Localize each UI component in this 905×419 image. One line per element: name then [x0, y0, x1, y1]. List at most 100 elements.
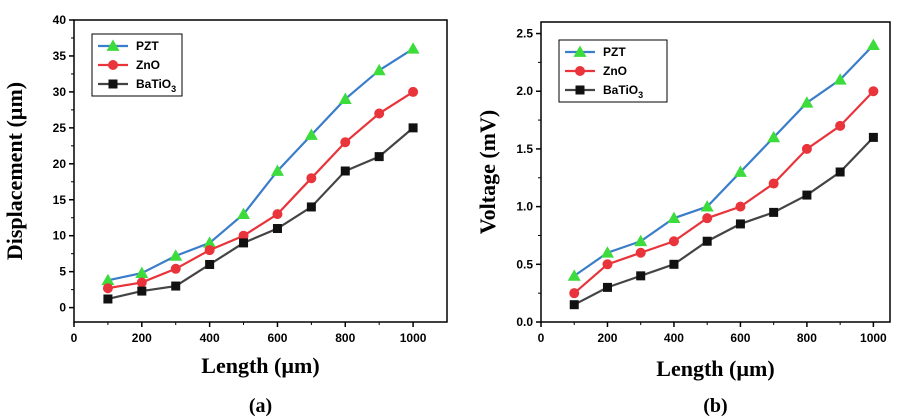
data-point: [237, 207, 251, 220]
data-point: [835, 120, 846, 131]
data-point: [735, 219, 745, 229]
x-axis-title: Length (µm): [656, 356, 774, 381]
data-point: [602, 282, 612, 292]
series-line: [107, 127, 414, 301]
data-point: [374, 108, 385, 119]
data-point: [204, 245, 215, 256]
legend-marker: [573, 45, 587, 57]
series-pzt: [101, 42, 420, 286]
data-point: [767, 130, 781, 143]
y-tick-label: 1.0: [516, 200, 533, 214]
y-tick-label: 5: [59, 265, 66, 279]
data-point: [769, 207, 779, 217]
series-batio: [103, 123, 418, 304]
data-point: [239, 238, 249, 248]
series-zno: [569, 86, 879, 299]
x-tick-label: 800: [797, 331, 817, 345]
y-tick-label: 10: [53, 229, 67, 243]
data-point: [338, 92, 352, 104]
data-point: [569, 300, 579, 310]
x-tick-label: 1000: [860, 331, 887, 345]
data-point: [406, 42, 420, 54]
legend-label: PZT: [603, 45, 626, 59]
legend: PZT ZnO BaTiO3: [558, 39, 668, 103]
data-point: [374, 152, 384, 162]
plot-frame: [73, 19, 448, 323]
y-tick-label: 0.5: [516, 257, 533, 271]
y-tick-label: 25: [53, 121, 67, 135]
data-point: [802, 190, 812, 200]
x-tick-label: 1000: [400, 331, 427, 345]
panel-label: (a): [249, 395, 272, 417]
data-point: [835, 167, 845, 177]
series-line: [107, 47, 414, 282]
data-point: [733, 165, 747, 177]
x-tick-label: 800: [335, 331, 355, 345]
data-point: [340, 166, 350, 176]
legend-label: BaTiO3: [603, 83, 643, 100]
data-point: [270, 164, 284, 176]
legend-label: BaTiO3: [136, 77, 176, 94]
data-point: [636, 271, 646, 281]
data-point: [408, 123, 418, 133]
x-tick-label: 400: [200, 331, 220, 345]
x-tick-label: 200: [132, 331, 152, 345]
legend-label: PZT: [136, 39, 159, 53]
data-point: [700, 200, 714, 212]
data-point: [868, 132, 878, 142]
data-point: [203, 236, 217, 248]
x-tick-label: 600: [730, 331, 750, 345]
y-tick-label: 30: [53, 85, 67, 99]
data-point: [600, 246, 614, 258]
data-point: [667, 211, 681, 224]
data-point: [569, 288, 580, 299]
legend-marker: [106, 39, 120, 51]
y-tick-label: 0: [59, 301, 66, 315]
data-point: [801, 143, 812, 154]
series-pzt: [567, 38, 880, 281]
data-point: [634, 234, 648, 247]
legend-marker: [108, 60, 118, 70]
y-tick-label: 40: [53, 13, 67, 27]
data-point: [668, 236, 679, 247]
data-point: [101, 273, 115, 286]
legend-box: [91, 33, 183, 97]
legend-label: ZnO: [136, 58, 160, 72]
data-point: [306, 173, 317, 184]
data-point: [800, 96, 814, 108]
x-tick-label: 600: [267, 331, 287, 345]
y-tick-label: 2.5: [516, 27, 533, 41]
chart-panel-a: 0 200 400 600 800 1000 0 5 10 15 20 25 30 35 40 Length …: [2, 13, 448, 417]
data-point: [272, 224, 282, 234]
x-tick-label: 0: [71, 331, 78, 345]
data-point: [170, 263, 181, 274]
data-point: [735, 201, 746, 212]
series-zno: [102, 86, 419, 294]
data-point: [408, 86, 419, 97]
y-tick-label: 15: [53, 193, 67, 207]
plot-frame: [540, 21, 891, 323]
data-point: [238, 230, 249, 241]
data-point: [102, 283, 113, 294]
series-batio: [569, 132, 878, 310]
data-point: [340, 137, 351, 148]
data-point: [602, 259, 613, 270]
x-tick-label: 400: [664, 331, 684, 345]
data-point: [205, 259, 215, 269]
data-point: [768, 178, 779, 189]
y-tick-label: 35: [53, 49, 67, 63]
y-axis-title: Displacement (µm): [2, 82, 27, 260]
y-tick-label: 20: [53, 157, 67, 171]
legend-marker: [108, 79, 118, 89]
data-point: [669, 259, 679, 269]
data-point: [567, 269, 581, 281]
series-line: [573, 136, 875, 306]
data-point: [272, 209, 283, 220]
data-point: [702, 236, 712, 246]
data-point: [103, 294, 113, 304]
legend-marker: [575, 85, 585, 95]
y-tick-label: 0.0: [516, 315, 533, 329]
legend-marker: [575, 66, 585, 76]
data-point: [169, 249, 183, 261]
data-point: [866, 38, 880, 50]
